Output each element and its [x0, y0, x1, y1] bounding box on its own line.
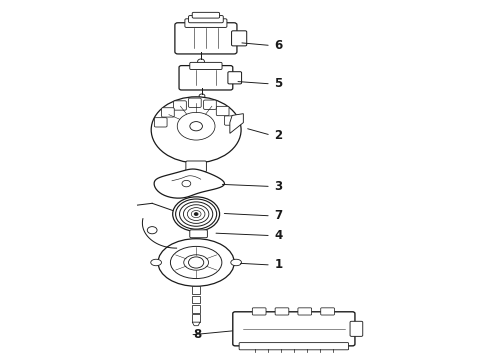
- Text: 1: 1: [274, 258, 282, 271]
- Text: 3: 3: [274, 180, 282, 193]
- Ellipse shape: [158, 239, 234, 286]
- Ellipse shape: [184, 255, 209, 270]
- FancyBboxPatch shape: [298, 308, 312, 315]
- Circle shape: [197, 59, 204, 64]
- Text: 8: 8: [194, 328, 202, 341]
- FancyBboxPatch shape: [192, 286, 200, 294]
- FancyBboxPatch shape: [154, 118, 167, 127]
- Text: 6: 6: [274, 39, 283, 52]
- FancyBboxPatch shape: [224, 116, 237, 125]
- Circle shape: [189, 257, 204, 268]
- FancyBboxPatch shape: [192, 305, 200, 313]
- FancyBboxPatch shape: [321, 308, 334, 315]
- FancyBboxPatch shape: [179, 66, 233, 90]
- FancyBboxPatch shape: [189, 15, 223, 23]
- FancyBboxPatch shape: [192, 314, 200, 322]
- Text: 4: 4: [274, 229, 283, 242]
- Text: 5: 5: [274, 77, 283, 90]
- Ellipse shape: [151, 259, 162, 266]
- FancyBboxPatch shape: [252, 308, 266, 315]
- FancyBboxPatch shape: [204, 100, 216, 109]
- FancyBboxPatch shape: [350, 321, 363, 336]
- Polygon shape: [154, 169, 224, 198]
- FancyBboxPatch shape: [192, 296, 200, 303]
- FancyBboxPatch shape: [190, 62, 222, 69]
- Text: 7: 7: [274, 210, 282, 222]
- Polygon shape: [192, 322, 200, 326]
- Circle shape: [177, 112, 215, 140]
- FancyBboxPatch shape: [232, 31, 246, 46]
- Circle shape: [182, 180, 191, 187]
- Circle shape: [190, 122, 202, 131]
- Circle shape: [147, 226, 157, 234]
- Ellipse shape: [231, 259, 242, 266]
- Text: 2: 2: [274, 129, 282, 142]
- FancyBboxPatch shape: [186, 161, 206, 172]
- FancyBboxPatch shape: [228, 72, 242, 84]
- FancyBboxPatch shape: [175, 23, 237, 54]
- Circle shape: [151, 97, 241, 163]
- Circle shape: [199, 94, 205, 98]
- FancyBboxPatch shape: [189, 98, 201, 107]
- Circle shape: [194, 213, 198, 216]
- Ellipse shape: [171, 246, 222, 279]
- FancyBboxPatch shape: [162, 108, 174, 117]
- FancyBboxPatch shape: [192, 12, 220, 18]
- FancyBboxPatch shape: [190, 230, 207, 238]
- FancyBboxPatch shape: [239, 343, 348, 350]
- FancyBboxPatch shape: [233, 312, 355, 346]
- FancyBboxPatch shape: [216, 106, 229, 116]
- Polygon shape: [230, 114, 244, 134]
- FancyBboxPatch shape: [173, 101, 186, 110]
- Circle shape: [172, 197, 220, 231]
- FancyBboxPatch shape: [185, 19, 227, 27]
- FancyBboxPatch shape: [275, 308, 289, 315]
